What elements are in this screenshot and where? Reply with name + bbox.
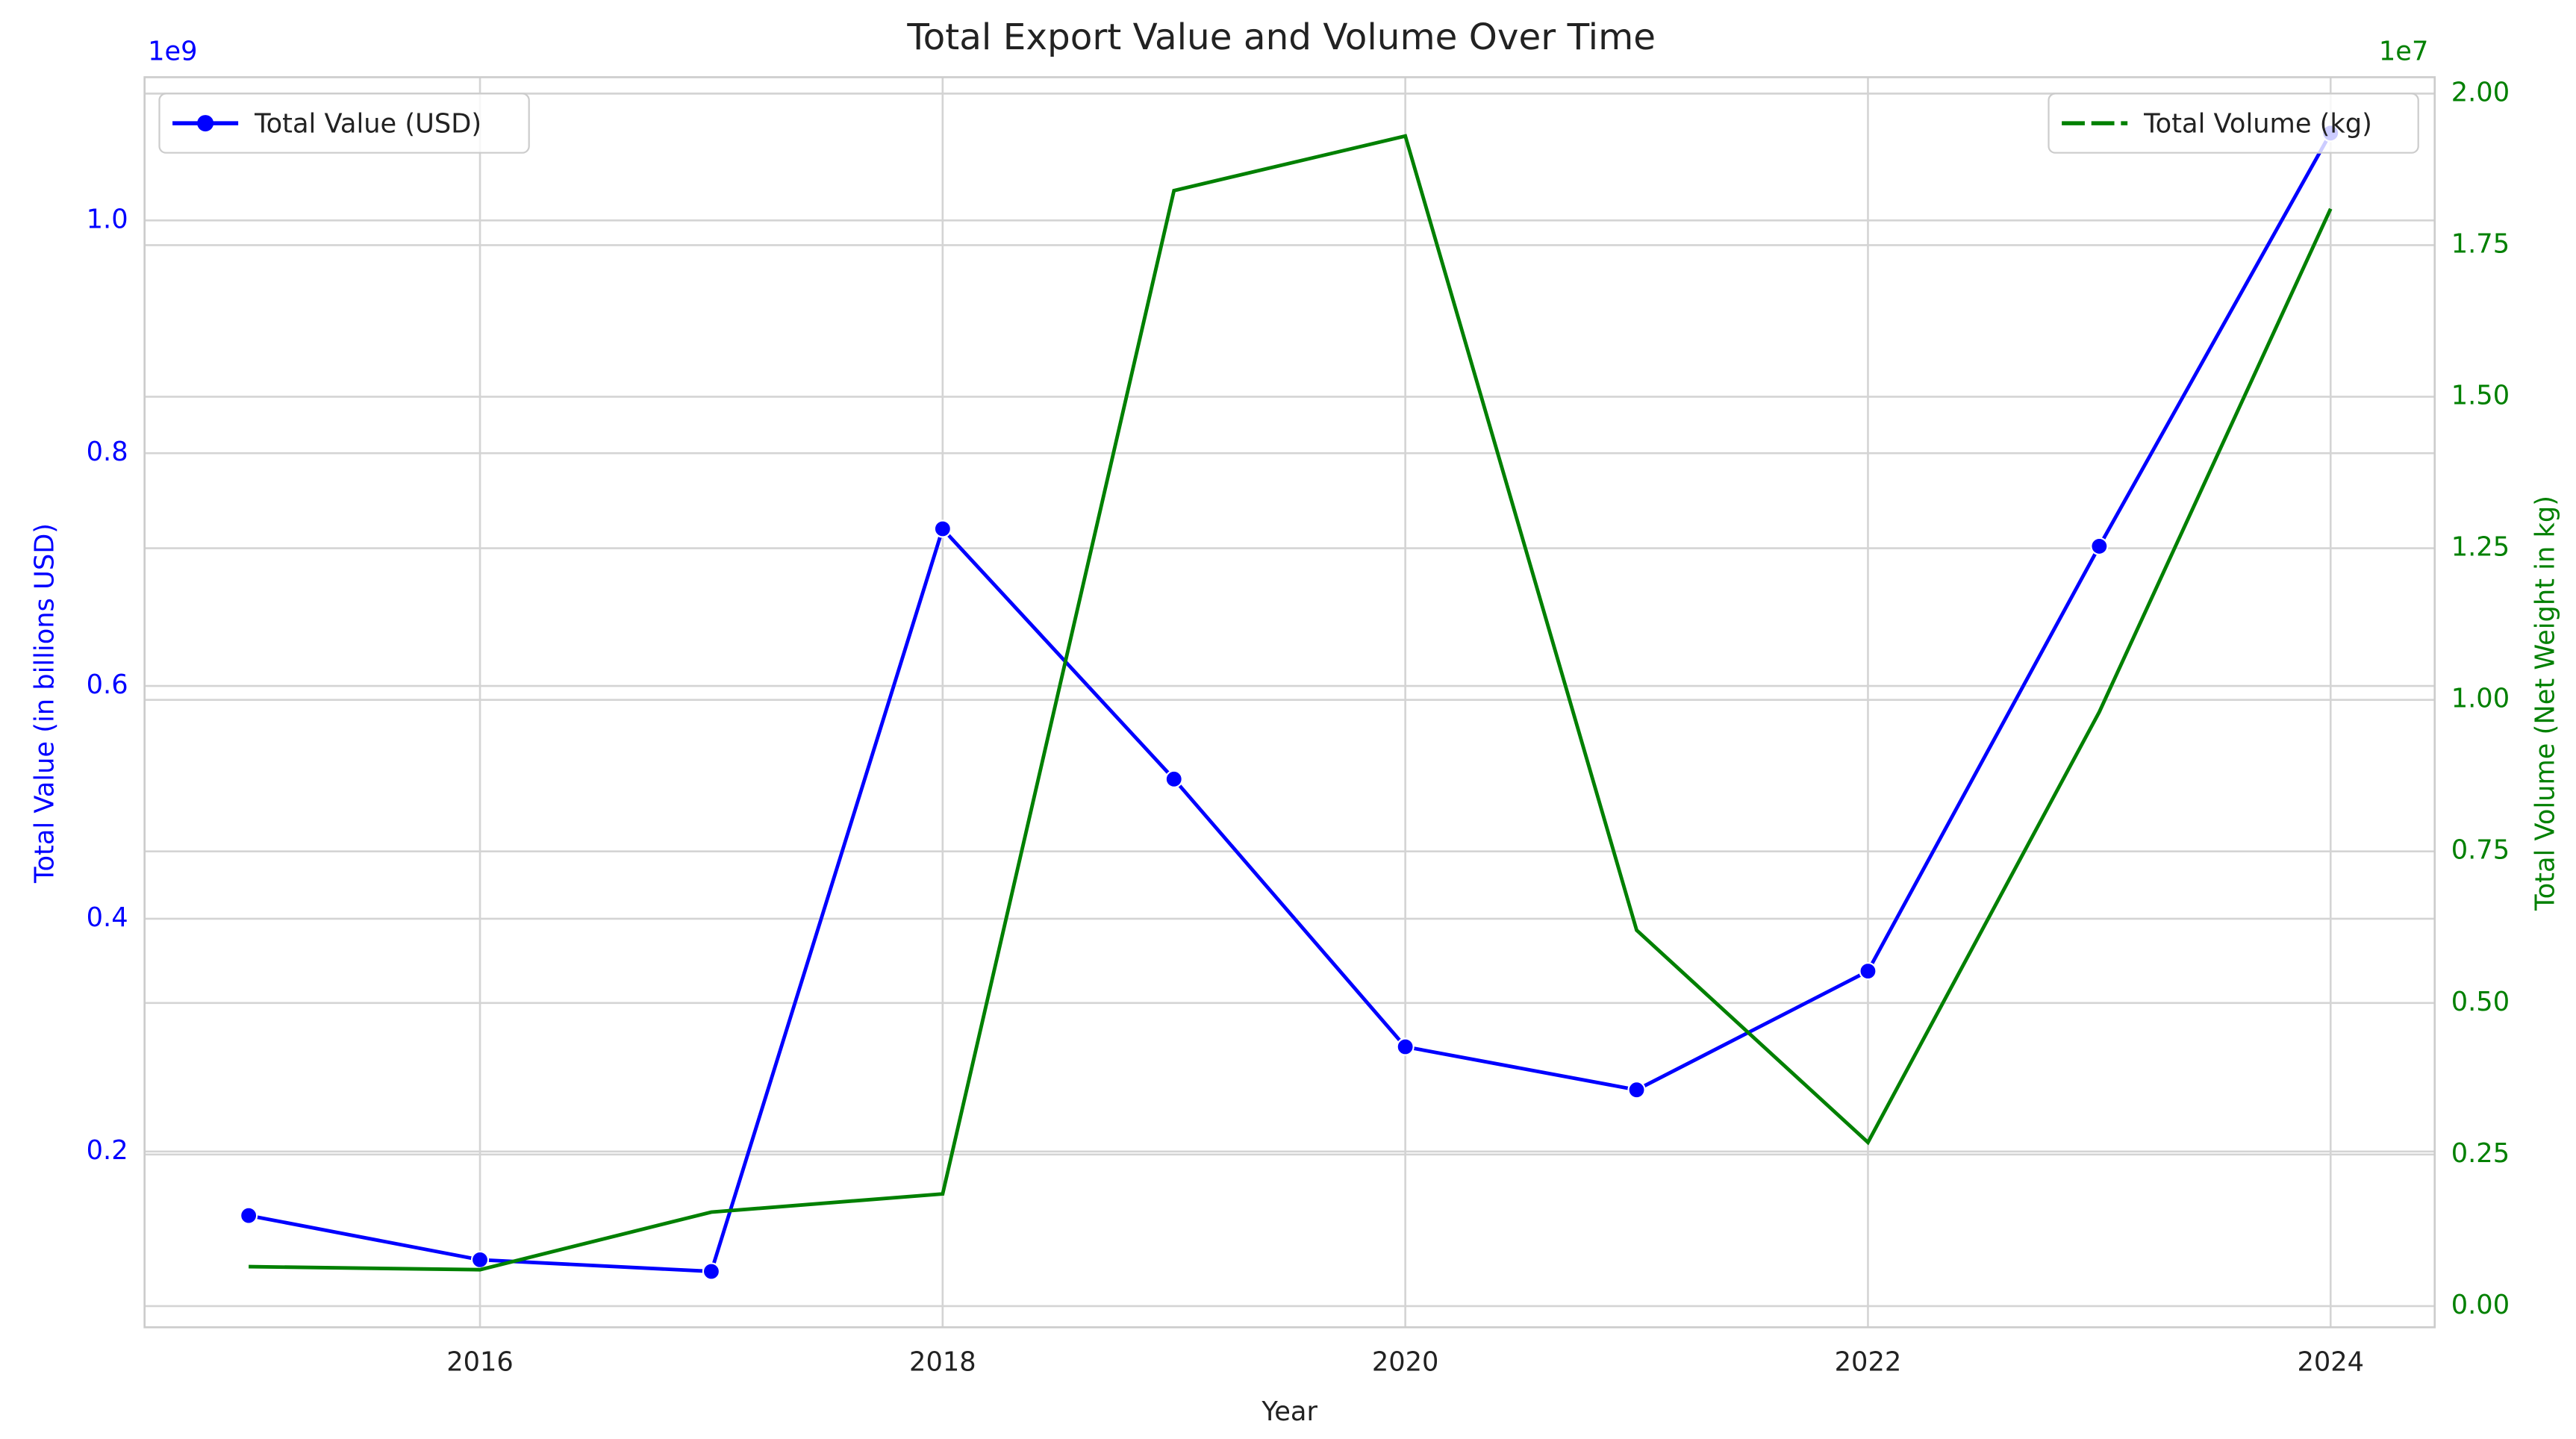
data-point	[1396, 1037, 1415, 1056]
y-tick-label: 0.8	[87, 437, 128, 467]
series-line	[248, 132, 2333, 1273]
y2-tick-label: 1.25	[2451, 532, 2510, 563]
plot-frame	[143, 76, 2436, 1329]
y-tick-label: 0.6	[87, 669, 128, 700]
x-tick-label: 2020	[1372, 1347, 1439, 1378]
legend: Total Volume (kg)	[2048, 93, 2419, 154]
series-line	[249, 134, 2333, 1272]
x-tick-label: 2018	[909, 1347, 976, 1378]
data-point	[1164, 770, 1183, 788]
y2-tick-label: 0.50	[2451, 987, 2510, 1017]
legend-label: Total Value (USD)	[254, 108, 481, 139]
chart-title: Total Export Value and Volume Over Time	[906, 16, 1656, 58]
data-point	[240, 1206, 258, 1225]
x-tick-label: 2024	[2297, 1347, 2364, 1378]
y-tick-label: 0.4	[87, 902, 128, 933]
y2-tick-label: 0.25	[2451, 1138, 2510, 1169]
data-point	[933, 519, 952, 538]
legend-box	[158, 93, 530, 154]
legend-label: Total Volume (kg)	[2143, 108, 2372, 139]
x-tick-label: 2022	[1835, 1347, 1902, 1378]
y-offset-label: 1e9	[148, 36, 197, 66]
data-point	[1627, 1081, 1646, 1099]
y2-tick-label: 0.75	[2451, 835, 2510, 866]
data-point	[470, 1250, 490, 1269]
y-tick-label: 0.2	[87, 1135, 128, 1166]
y2-axis-label: Total Volume (Net Weight in kg)	[2530, 496, 2560, 911]
y2-tick-label: 1.50	[2451, 381, 2510, 411]
y2-offset-label: 1e7	[2379, 36, 2428, 66]
data-point	[2090, 537, 2109, 556]
y2-tick-label: 1.00	[2451, 684, 2510, 714]
data-point	[1859, 962, 1877, 981]
data-point	[702, 1262, 721, 1281]
legend-marker	[197, 115, 214, 132]
y2-tick-label: 2.00	[2451, 77, 2510, 107]
y2-tick-label: 0.00	[2451, 1290, 2510, 1320]
legend-box	[2048, 93, 2419, 154]
grid	[144, 77, 2435, 1328]
x-tick-label: 2016	[446, 1347, 514, 1378]
y-axis-label: Total Value (in billions USD)	[30, 523, 60, 884]
legend: Total Value (USD)	[158, 93, 530, 154]
x-axis-label: Year	[1261, 1396, 1317, 1427]
y2-tick-label: 1.75	[2451, 228, 2510, 259]
y-tick-label: 1.0	[87, 204, 128, 234]
